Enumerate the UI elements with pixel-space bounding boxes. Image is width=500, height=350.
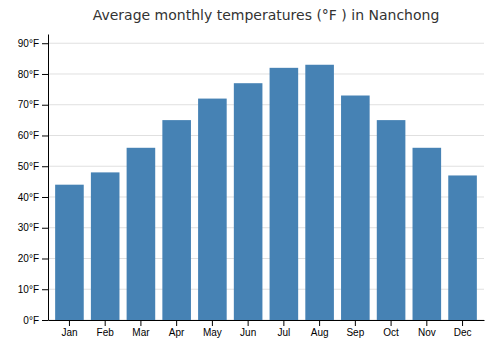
bar [127,148,156,320]
y-tick: 80°F [18,69,48,80]
x-tick-label: Apr [169,327,185,338]
bar [448,175,477,320]
x-tick-mark [69,320,70,326]
x-axis: Jan Feb Mar Apr May Jun Jul Aug Sep Oct Nov Dec [49,320,485,338]
bar [162,120,191,320]
x-tick-mark [212,320,213,326]
x-tick: Nov [418,320,436,338]
y-tick: 30°F [18,222,48,233]
bar [91,172,120,320]
x-tick: Jan [61,320,77,338]
x-tick-label: Sep [346,327,364,338]
x-tick-mark [319,320,320,326]
bar [377,120,406,320]
y-tick: 70°F [18,99,48,110]
x-tick-label: Aug [311,327,329,338]
y-tick-label: 0°F [23,315,39,326]
bar [270,68,299,320]
y-tick: 0°F [23,315,48,326]
y-tick-mark [42,105,48,106]
bar [55,185,84,320]
chart: Jan Feb Mar Apr May Jun Jul Aug Sep Oct Nov Dec 0°F 1… [0,0,500,350]
x-tick: Apr [169,320,185,338]
grid [48,43,484,320]
y-tick-mark [42,289,48,290]
x-tick-label: Mar [132,327,150,338]
title: Average monthly temperatures (°F ) in Na… [93,7,440,23]
x-tick-label: Jul [277,327,290,338]
y-tick-label: 30°F [18,222,39,233]
x-tick-label: Oct [383,327,399,338]
y-axis-line [48,35,49,321]
grid-line [48,43,484,44]
y-tick-mark [42,135,48,136]
x-tick-mark [283,320,284,326]
y-tick-label: 80°F [18,69,39,80]
x-tick-mark [391,320,392,326]
x-tick-mark [426,320,427,326]
plot-area: Jan Feb Mar Apr May Jun Jul Aug Sep Oct Nov Dec 0°F 1… [18,35,485,339]
x-tick-mark [462,320,463,326]
x-tick-mark [105,320,106,326]
y-tick: 10°F [18,284,48,295]
bar [305,65,334,320]
x-tick: Feb [97,320,115,338]
y-tick-mark [42,320,48,321]
bar [234,83,263,320]
y-tick-mark [42,43,48,44]
y-axis: 0°F 10°F 20°F 30°F 40°F 50°F 60°F 70°F 80°F 90°F [18,35,49,326]
bar [341,96,370,320]
x-tick: Aug [311,320,329,338]
bar [413,148,442,320]
x-tick: May [203,320,222,338]
y-tick-label: 90°F [18,38,39,49]
y-tick-mark [42,74,48,75]
x-tick-label: Nov [418,327,436,338]
x-tick: Sep [346,320,364,338]
x-tick-mark [248,320,249,326]
x-tick-label: Jun [240,327,256,338]
x-tick-label: Dec [454,327,472,338]
y-tick-label: 40°F [18,192,39,203]
x-tick-label: May [203,327,222,338]
x-axis-line [49,320,485,321]
y-tick-mark [42,197,48,198]
y-tick: 60°F [18,130,48,141]
bar [198,99,227,320]
bars [55,65,477,320]
x-tick-mark [140,320,141,326]
grid-line [48,104,484,105]
y-tick-mark [42,258,48,259]
y-tick-mark [42,166,48,167]
x-tick: Oct [383,320,399,338]
y-tick-label: 70°F [18,99,39,110]
y-tick: 90°F [18,38,48,49]
y-tick-label: 20°F [18,253,39,264]
grid-line [48,73,484,74]
x-tick: Jun [240,320,256,338]
x-tick-label: Jan [61,327,77,338]
x-tick-label: Feb [97,327,115,338]
y-tick: 50°F [18,161,48,172]
x-tick: Jul [277,320,290,338]
y-tick: 20°F [18,253,48,264]
x-tick-mark [355,320,356,326]
y-tick-mark [42,228,48,229]
y-tick-label: 60°F [18,130,39,141]
y-tick-label: 50°F [18,161,39,172]
grid-line [48,135,484,136]
y-tick-label: 10°F [18,284,39,295]
x-tick: Dec [454,320,472,338]
y-tick: 40°F [18,192,48,203]
x-tick: Mar [132,320,150,338]
x-tick-mark [176,320,177,326]
